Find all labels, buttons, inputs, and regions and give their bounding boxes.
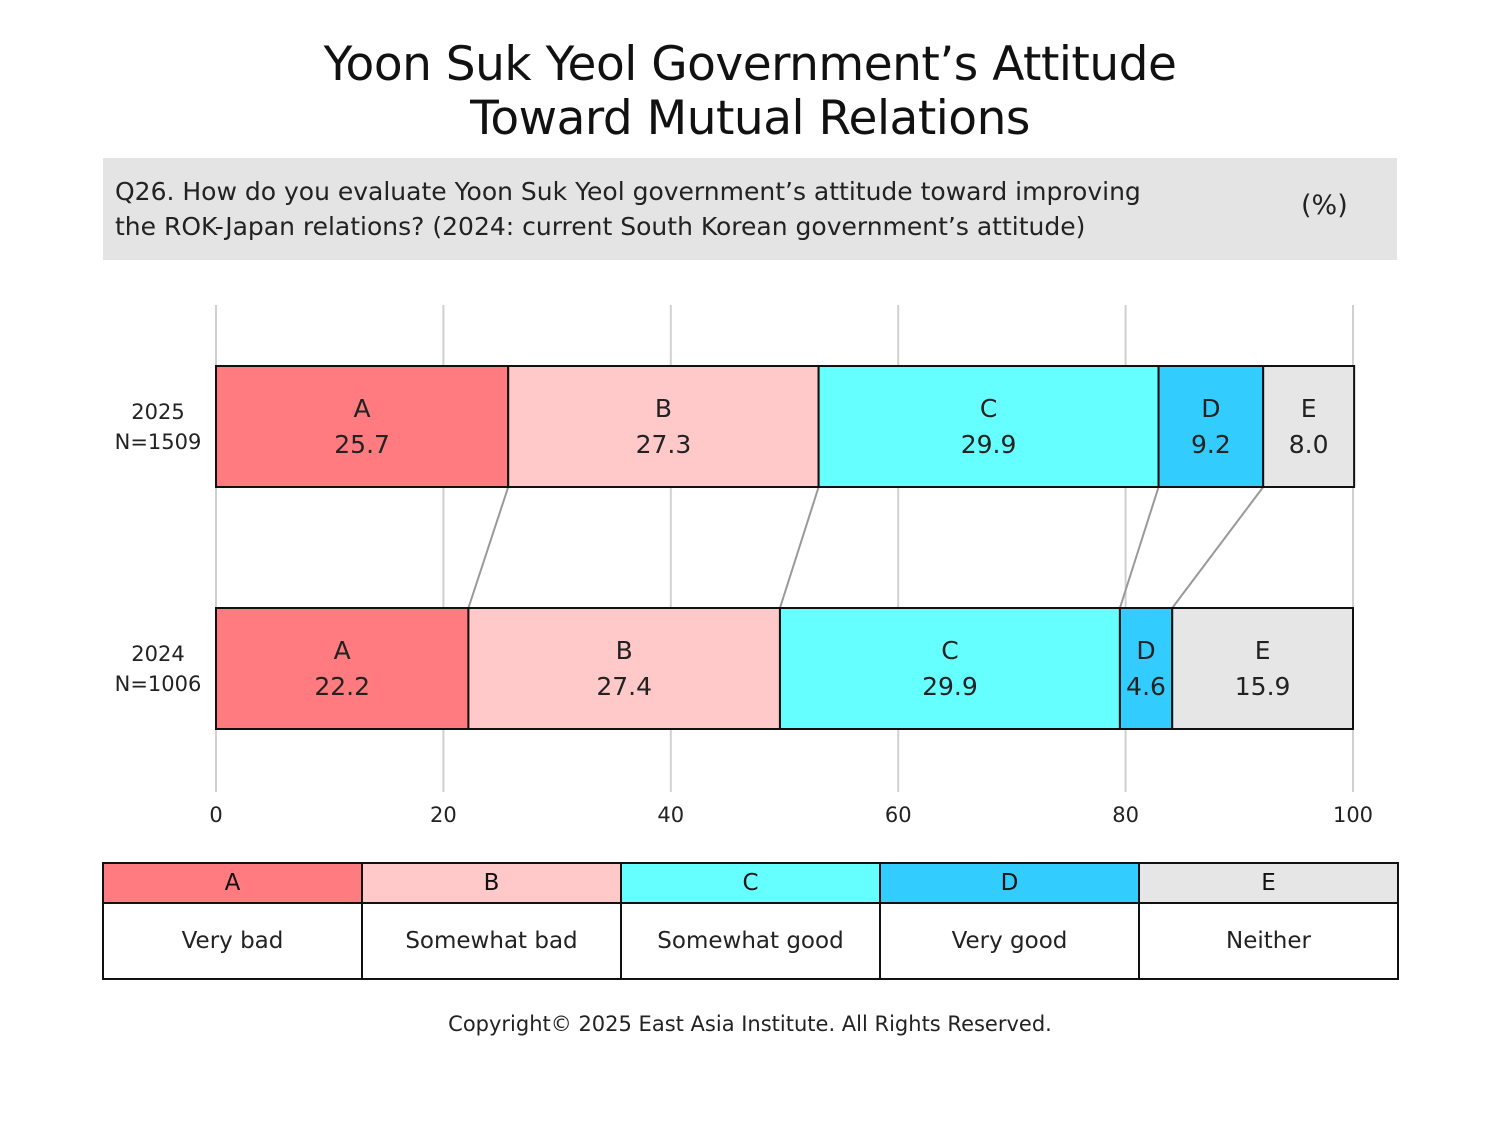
category-label-n: N=1006 [115, 672, 202, 696]
bar-segment-a [215, 607, 470, 730]
x-tick-label: 0 [209, 803, 222, 827]
question-box: Q26. How do you evaluate Yoon Suk Yeol g… [103, 158, 1397, 260]
segment-code-label: E [1301, 394, 1317, 423]
bar-segment-a [215, 365, 510, 488]
bar-segment-c [778, 607, 1121, 730]
segment-code-label: A [334, 636, 351, 665]
segment-value-label: 4.6 [1126, 672, 1166, 701]
legend-label-b: Somewhat bad [361, 902, 622, 980]
bar-segment-c [817, 365, 1160, 488]
segment-value-label: 29.9 [961, 430, 1017, 459]
segment-value-label: 27.4 [596, 672, 652, 701]
bar-segment-b [507, 365, 820, 488]
legend-code-d: D [879, 862, 1140, 904]
segment-code-label: B [655, 394, 672, 423]
chart-title: Yoon Suk Yeol Government’s Attitude Towa… [0, 38, 1500, 146]
legend-label-c: Somewhat good [620, 902, 881, 980]
segment-value-label: 25.7 [334, 430, 390, 459]
unit-label: (%) [1301, 190, 1348, 221]
segment-value-label: 22.2 [314, 672, 370, 701]
segment-value-label: 8.0 [1289, 430, 1329, 459]
connector-line [467, 486, 510, 609]
x-tick-label: 60 [885, 803, 912, 827]
legend-table: A B C D E Very bad Somewhat bad Somewhat… [102, 862, 1399, 980]
category-label-year: 2025 [131, 400, 184, 424]
segment-code-label: C [980, 394, 997, 423]
legend-code-c: C [620, 862, 881, 904]
x-tick-label: 100 [1333, 803, 1373, 827]
segment-value-label: 27.3 [636, 430, 692, 459]
x-tick-label: 40 [657, 803, 684, 827]
connector-line [778, 486, 820, 609]
category-label-year: 2024 [131, 642, 184, 666]
legend-code-b: B [361, 862, 622, 904]
segment-code-label: C [941, 636, 958, 665]
connector-line [1118, 486, 1160, 609]
bar-segment-d [1157, 365, 1265, 488]
question-line-1: Q26. How do you evaluate Yoon Suk Yeol g… [115, 177, 1141, 206]
category-label-n: N=1509 [115, 430, 202, 454]
stacked-bar-chart: 0 20 40 60 80 100 A 25.7 B 27.3 C 29.9 D 9.2 E 8.0 2025 N… [115, 305, 1373, 827]
bar-segment-e [1262, 365, 1356, 488]
x-tick-label: 80 [1112, 803, 1139, 827]
question-line-2: the ROK-Japan relations? (2024: current … [115, 212, 1086, 241]
connector-line [1171, 486, 1264, 609]
segment-value-label: 15.9 [1235, 672, 1291, 701]
chart-title-line-2: Toward Mutual Relations [470, 91, 1030, 146]
bar-segment-d [1118, 607, 1174, 730]
legend-label-d: Very good [879, 902, 1140, 980]
segment-code-label: A [354, 394, 371, 423]
segment-value-label: 29.9 [922, 672, 978, 701]
legend-label-a: Very bad [102, 902, 363, 980]
legend-code-a: A [102, 862, 363, 904]
question-text: Q26. How do you evaluate Yoon Suk Yeol g… [115, 174, 1141, 244]
copyright-text: Copyright© 2025 East Asia Institute. All… [448, 1012, 1052, 1036]
bar-segment-b [467, 607, 781, 730]
segment-value-label: 9.2 [1191, 430, 1231, 459]
segment-code-label: E [1255, 636, 1271, 665]
segment-code-label: B [616, 636, 633, 665]
legend-label-e: Neither [1138, 902, 1399, 980]
x-tick-label: 20 [430, 803, 457, 827]
segment-code-label: D [1136, 636, 1155, 665]
legend-code-e: E [1138, 862, 1399, 904]
segment-code-label: D [1201, 394, 1220, 423]
chart-title-line-1: Yoon Suk Yeol Government’s Attitude [323, 37, 1177, 92]
bar-segment-e [1171, 607, 1355, 730]
